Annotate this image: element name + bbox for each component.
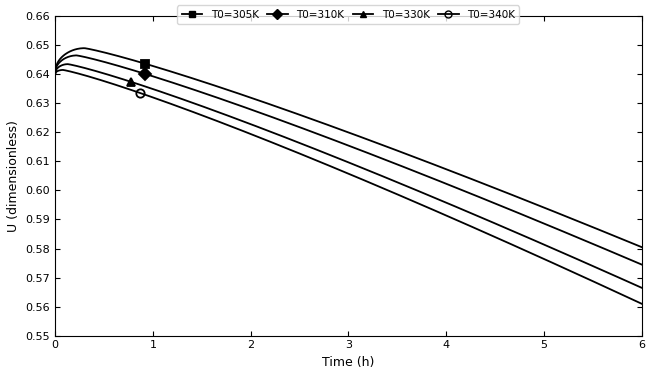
X-axis label: Time (h): Time (h) <box>322 356 374 369</box>
Y-axis label: U (dimensionless): U (dimensionless) <box>7 120 20 232</box>
Legend: T0=305K, T0=310K, T0=330K, T0=340K: T0=305K, T0=310K, T0=330K, T0=340K <box>177 5 520 24</box>
